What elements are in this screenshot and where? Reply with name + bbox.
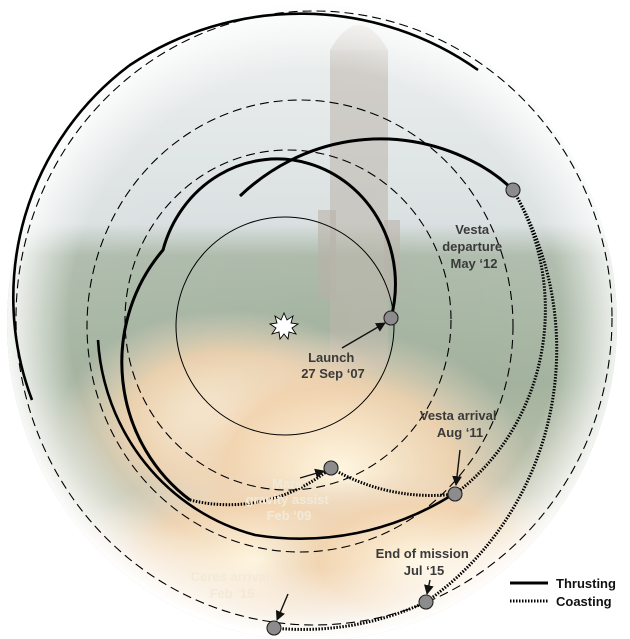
thrusting-arc: [96, 339, 453, 540]
ceres-arrow: [275, 593, 289, 621]
coasting-arc: [273, 189, 559, 631]
thrusting-arc: [120, 157, 397, 502]
launch-marker-icon: [383, 310, 399, 326]
orbits: [12, 10, 613, 631]
vesta-orbit: [86, 99, 514, 553]
launch-label: Launch 27 Sep ‘07: [301, 350, 365, 381]
ceres-arrival-label: Ceres arrival Feb ‘15: [191, 569, 273, 601]
legend: Thrusting Coasting: [510, 576, 616, 609]
end-of-mission-marker-icon: [418, 594, 434, 610]
mars-marker-icon: [323, 460, 339, 476]
event-labels: Launch 27 Sep ‘07 Mars gravity assist Fe…: [191, 222, 506, 601]
vesta-arrival-label: Vesta arrival Aug ‘11: [420, 408, 500, 440]
ceres-arrival-marker-icon: [266, 620, 282, 636]
vesta-arrival-arrow: [452, 449, 462, 486]
legend-coasting-label: Coasting: [556, 594, 612, 609]
legend-thrusting-label: Thrusting: [556, 576, 616, 591]
end-of-mission-label: End of mission Jul ‘15: [376, 546, 473, 578]
coasting-arc: [189, 466, 332, 507]
earth-orbit: [175, 216, 395, 436]
sun-icon: [268, 311, 300, 341]
mars-orbit: [124, 149, 452, 491]
coasting-arc: [330, 466, 456, 497]
launch-arrow: [341, 322, 386, 349]
vesta-departure-marker-icon: [505, 182, 521, 198]
event-markers: [266, 182, 521, 636]
mars-label: Mars gravity assist Feb ‘09: [246, 476, 333, 523]
end-of-mission-arrow: [424, 579, 434, 595]
thrusting-arc: [12, 12, 479, 401]
vesta-departure-label: Vesta departure May ‘12: [442, 222, 506, 271]
thrusting-arc: [238, 137, 515, 198]
ceres-orbit: [15, 10, 613, 626]
vesta-arrival-marker-icon: [447, 486, 463, 502]
pointer-arrows: [275, 322, 462, 621]
mars-arrow: [299, 468, 325, 479]
